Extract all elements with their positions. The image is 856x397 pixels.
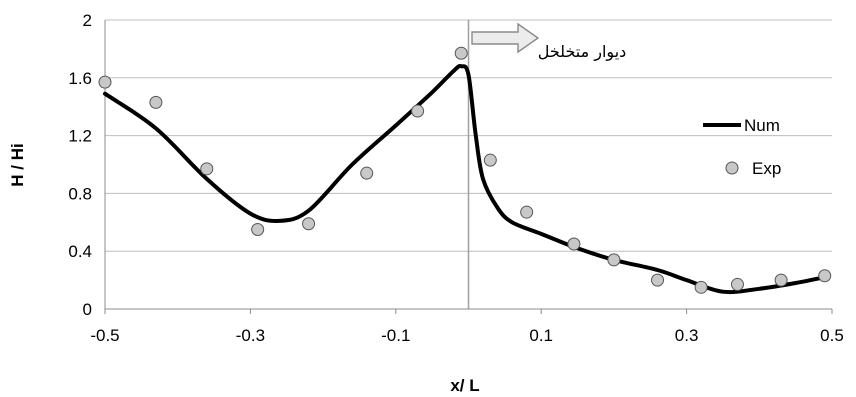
series-exp bbox=[98, 46, 832, 294]
series-num bbox=[103, 63, 827, 295]
exp-point bbox=[411, 104, 425, 118]
legend: Num Exp bbox=[703, 116, 781, 178]
exp-point bbox=[520, 205, 534, 219]
exp-point bbox=[730, 277, 744, 291]
y-tick-label: 1.2 bbox=[68, 127, 92, 146]
x-tick-label: -0.1 bbox=[381, 326, 410, 345]
exp-point bbox=[774, 273, 788, 287]
y-tick-labels: 0 0.4 0.8 1.2 1.6 2 bbox=[68, 11, 92, 319]
exp-point bbox=[98, 75, 112, 89]
wall-annotation: دیوار متخلخل bbox=[538, 42, 627, 62]
right-arrow-icon bbox=[471, 22, 540, 54]
y-tick-label: 0.8 bbox=[68, 184, 92, 203]
y-tick-label: 1.6 bbox=[68, 69, 92, 88]
exp-point bbox=[149, 95, 163, 109]
x-tick-label: -0.3 bbox=[236, 326, 265, 345]
y-tick-label: 0.4 bbox=[68, 242, 92, 261]
exp-point bbox=[651, 273, 665, 287]
exp-point bbox=[360, 166, 374, 180]
exp-point bbox=[483, 153, 497, 167]
exp-point bbox=[454, 46, 468, 60]
x-tick-label: 0.5 bbox=[820, 326, 844, 345]
legend-exp-marker bbox=[725, 161, 739, 175]
exp-point bbox=[567, 237, 581, 251]
x-tick-labels: -0.5 -0.3 -0.1 0.1 0.3 0.5 bbox=[90, 309, 844, 345]
x-axis-title: x/ L bbox=[450, 376, 479, 395]
exp-point bbox=[818, 269, 832, 283]
legend-num-label: Num bbox=[744, 116, 780, 135]
x-tick-label: 0.1 bbox=[529, 326, 553, 345]
exp-point bbox=[251, 223, 265, 237]
exp-point bbox=[607, 253, 621, 267]
y-axis-title: H / Hi bbox=[8, 143, 27, 186]
num-curve bbox=[103, 63, 827, 295]
y-tick-label: 0 bbox=[83, 300, 92, 319]
legend-exp-label: Exp bbox=[752, 159, 781, 178]
y-tick-label: 2 bbox=[83, 11, 92, 30]
exp-point bbox=[694, 280, 708, 294]
exp-point bbox=[200, 162, 214, 176]
x-tick-label: 0.3 bbox=[675, 326, 699, 345]
exp-point bbox=[302, 217, 316, 231]
x-tick-label: -0.5 bbox=[90, 326, 119, 345]
